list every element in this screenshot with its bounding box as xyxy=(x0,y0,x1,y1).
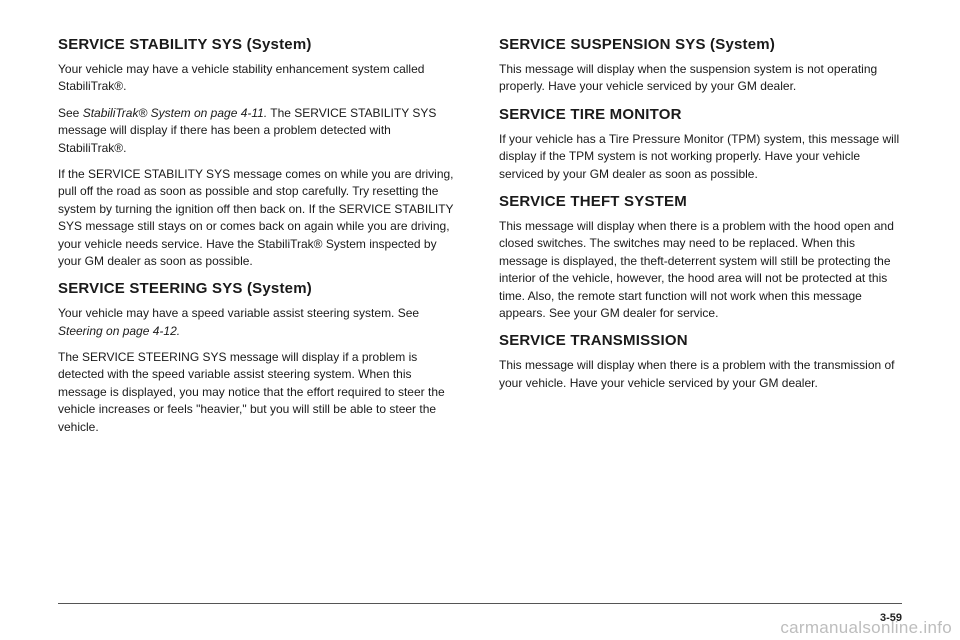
heading-suspension: SERVICE SUSPENSION SYS (System) xyxy=(499,36,902,53)
para-suspension: This message will display when the suspe… xyxy=(499,61,902,96)
footer: 3-59 xyxy=(58,603,902,626)
heading-tire: SERVICE TIRE MONITOR xyxy=(499,106,902,123)
page-content: SERVICE STABILITY SYS (System) Your vehi… xyxy=(0,0,960,475)
para-stability-3: If the SERVICE STABILITY SYS message com… xyxy=(58,166,461,270)
para-stability-1: Your vehicle may have a vehicle stabilit… xyxy=(58,61,461,96)
para-theft: This message will display when there is … xyxy=(499,218,902,322)
right-column: SERVICE SUSPENSION SYS (System) This mes… xyxy=(499,36,902,445)
para-steering-2: The SERVICE STEERING SYS message will di… xyxy=(58,349,461,436)
ref-link: Steering on page 4-12. xyxy=(58,324,180,338)
para-transmission: This message will display when there is … xyxy=(499,357,902,392)
watermark: carmanualsonline.info xyxy=(780,618,952,638)
heading-theft: SERVICE THEFT SYSTEM xyxy=(499,193,902,210)
left-column: SERVICE STABILITY SYS (System) Your vehi… xyxy=(58,36,461,445)
heading-steering: SERVICE STEERING SYS (System) xyxy=(58,280,461,297)
para-stability-2: See StabiliTrak® System on page 4-11. Th… xyxy=(58,105,461,157)
ref-link: StabiliTrak® System on page 4-11. xyxy=(83,106,267,120)
heading-stability: SERVICE STABILITY SYS (System) xyxy=(58,36,461,53)
text: See xyxy=(58,106,83,120)
text: Your vehicle may have a speed variable a… xyxy=(58,306,419,320)
heading-transmission: SERVICE TRANSMISSION xyxy=(499,332,902,349)
para-tire: If your vehicle has a Tire Pressure Moni… xyxy=(499,131,902,183)
para-steering-1: Your vehicle may have a speed variable a… xyxy=(58,305,461,340)
